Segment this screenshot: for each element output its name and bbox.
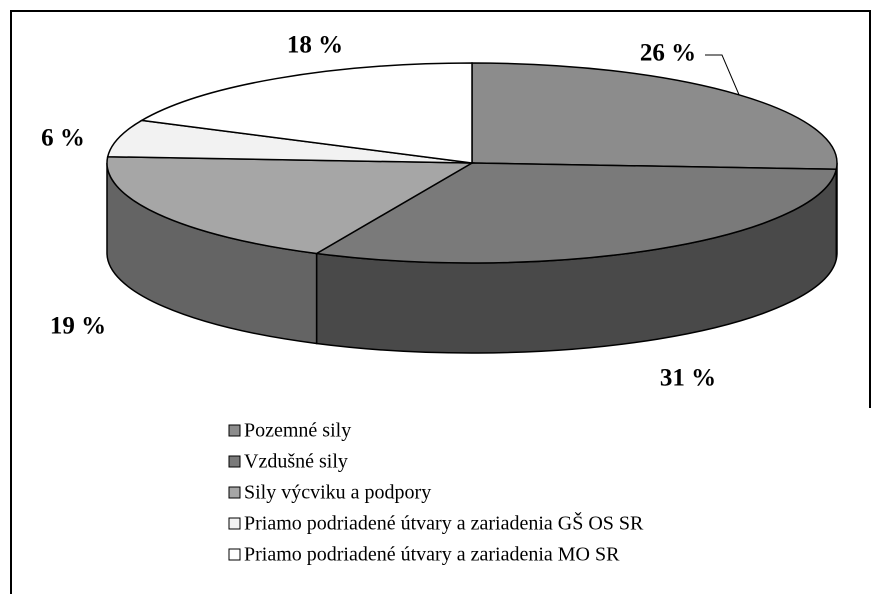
legend-swatch [228,424,241,437]
data-label: 26 % [640,40,696,67]
slice [106,155,475,255]
legend-label: Sily výcviku a podpory [244,482,431,504]
data-label: 6 % [41,125,85,152]
legend-label: Vzdušné sily [244,451,348,473]
frame [10,10,871,594]
slice [139,62,473,164]
legend-label: Pozemné sily [244,420,351,442]
leader-line [705,54,741,98]
legend-swatch [228,517,241,530]
slice [471,62,838,171]
legend-swatch [228,455,241,468]
legend-label: Priamo podriadené útvary a zariadenia MO… [244,544,620,566]
slice [314,162,838,264]
legend-swatch [228,486,241,499]
legend-swatch [228,548,241,561]
data-label: 19 % [50,313,106,340]
legend-label: Priamo podriadené útvary a zariadenia GŠ… [244,511,644,535]
slice [106,119,473,164]
data-label: 18 % [287,32,343,59]
data-label: 31 % [660,365,716,392]
